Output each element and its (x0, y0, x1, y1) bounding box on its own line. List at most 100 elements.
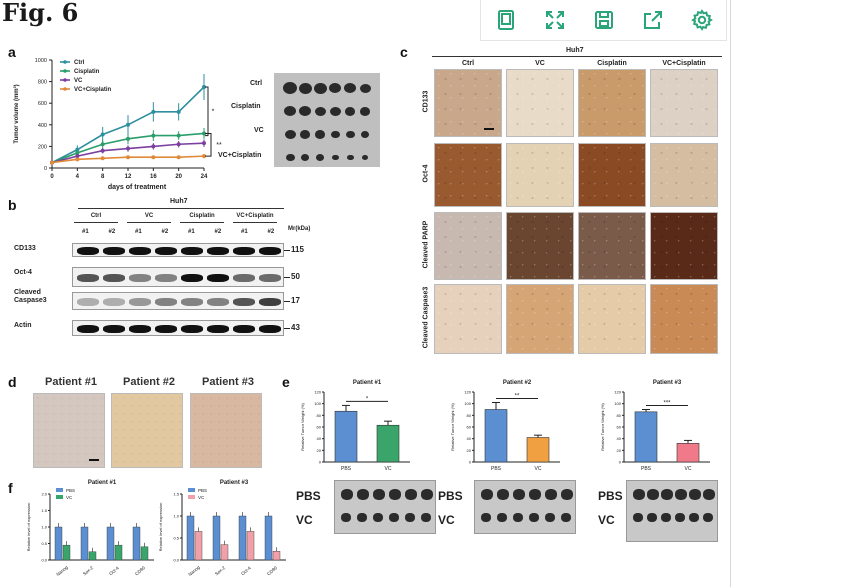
legend-label: Ctrl (74, 60, 85, 66)
tumor-specimen (633, 489, 645, 500)
tumor-specimen (689, 513, 699, 522)
blot-band (259, 247, 281, 255)
x-tick-label: Nanog (55, 564, 69, 577)
data-point (176, 133, 181, 138)
x-tick-label: 20 (175, 174, 182, 180)
tumor-specimen (497, 513, 507, 522)
x-tick-label: Sox-2 (82, 565, 95, 577)
y-tick-label: 80 (467, 413, 472, 418)
settings-button[interactable] (688, 6, 716, 34)
blot-group-label: Cisplatin (189, 213, 215, 219)
y-tick-label: 40 (317, 436, 322, 441)
tumor-photo-e (474, 480, 576, 534)
blot-lane-label: #1 (241, 229, 248, 235)
x-tick-label: PBS (341, 466, 352, 472)
y-tick-label: 60 (467, 425, 472, 430)
y-tick-label: 0.5 (173, 536, 179, 541)
blot-band (77, 247, 99, 255)
tumor-specimen (344, 83, 356, 94)
data-point (176, 155, 181, 160)
y-axis-label: Relative Tumor Weight (%) (600, 402, 605, 450)
legend-label: VC (66, 495, 73, 500)
bar (676, 443, 700, 463)
patient-ihc-image (111, 393, 183, 468)
legend-marker (63, 60, 67, 64)
tumor-specimen (315, 130, 325, 139)
blot-band (233, 325, 255, 333)
blot-lane-label: #2 (214, 229, 222, 235)
mw-label: 115 (291, 245, 304, 254)
y-axis-label: Relative Tumor Weight (%) (300, 402, 305, 450)
tumor-specimen (389, 513, 399, 522)
scale-bar (89, 459, 99, 461)
blot-row-label: Cleaved Caspase3 (14, 289, 47, 304)
chart-title: Patient #3 (220, 480, 249, 486)
tumor-specimen (661, 489, 673, 500)
blot-row-label: Oct-4 (14, 269, 32, 276)
x-tick-label: VC (535, 466, 542, 472)
bar (106, 526, 115, 561)
chart-title: Patient #3 (653, 380, 682, 386)
tumor-specimen (283, 82, 297, 94)
share-button[interactable] (639, 6, 667, 34)
y-tick-label: 1.5 (41, 508, 47, 513)
photo-row-label: Cisplatin (231, 103, 261, 110)
tumor-specimen (341, 489, 353, 500)
y-tick-label: 80 (317, 413, 322, 418)
data-point (176, 109, 181, 114)
legend-label: PBS (198, 488, 207, 493)
tumor-specimen (421, 513, 431, 522)
ihc-title: Huh7 (566, 47, 584, 54)
x-tick-label: Oct-4 (108, 565, 120, 576)
blot-band (181, 298, 203, 306)
bar (484, 409, 508, 463)
page-view-button[interactable] (492, 6, 520, 34)
tumor-photo-a (274, 73, 380, 167)
data-point (202, 85, 206, 89)
data-point (151, 144, 156, 149)
sig-label: ** (216, 142, 222, 149)
tumor-specimen (284, 106, 296, 117)
chart-title: Patient #1 (88, 480, 117, 486)
panel-divider (730, 0, 731, 587)
blot-band (155, 298, 177, 306)
bar (54, 526, 63, 561)
blot-group-label: VC+Cisplatin (236, 213, 274, 219)
patient-ihc-image (190, 393, 262, 468)
ihc-image (650, 143, 718, 207)
tumor-specimen (513, 489, 525, 500)
y-tick-label: 1.0 (41, 525, 47, 530)
tumor-weight-chart-patient-3: Patient #3 0 20 40 60 80 100 120 Relative Tumor … (600, 380, 710, 472)
blot-band (103, 325, 125, 333)
data-point (100, 148, 105, 153)
settings-icon (690, 9, 713, 31)
blot-band (233, 247, 255, 255)
tumor-specimen (285, 153, 295, 162)
tumor-weight-chart-patient-1: Patient #1 0 20 40 60 80 100 120 Relative Tumor … (300, 380, 410, 472)
bar (80, 526, 89, 561)
blot-group-underline (180, 222, 224, 223)
tumor-specimen (345, 107, 355, 116)
scale-bar (484, 128, 494, 130)
panel-d-label: d (8, 374, 17, 390)
data-point (100, 142, 105, 147)
tumor-specimen (421, 489, 433, 500)
blot-row-0 (72, 243, 284, 257)
tumor-specimen (314, 106, 326, 116)
blot-title: Huh7 (170, 198, 188, 205)
y-axis-label: Relative level of expression (158, 503, 163, 552)
expand-button[interactable] (541, 6, 569, 34)
ihc-image (578, 212, 646, 280)
blot-band (155, 247, 177, 255)
y-tick-label: 400 (38, 123, 47, 129)
save-button[interactable] (590, 6, 618, 34)
bar (132, 526, 141, 561)
x-tick-label: 24 (201, 174, 208, 180)
y-tick-label: 800 (38, 80, 47, 86)
blot-band (207, 298, 229, 306)
photo-row-label: PBS (296, 489, 321, 503)
photo-row-label: VC (254, 127, 264, 134)
sig-label: *** (663, 401, 671, 407)
y-tick-label: 0 (619, 460, 622, 465)
data-point (126, 146, 130, 151)
